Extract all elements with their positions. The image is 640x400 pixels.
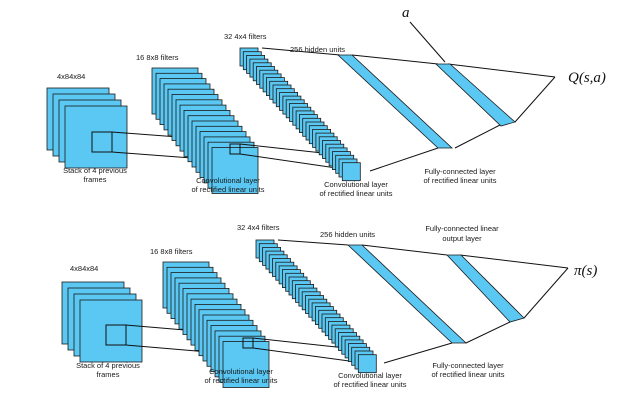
bottom-envelope-line	[466, 322, 510, 343]
bottom-conv2-map	[358, 355, 376, 373]
top-input-size-label: 4x84x84	[57, 72, 85, 81]
bottom-envelope-line	[278, 240, 348, 245]
bottom-output-layer-caption-2: output layer	[442, 234, 482, 243]
top-envelope-line	[352, 55, 438, 64]
bottom-hidden-units-label: 256 hidden units	[320, 230, 375, 239]
bottom-conv2-stack	[256, 240, 376, 373]
top-conv2-caption-1: Convolutional layer	[324, 180, 388, 189]
bottom-conv1-caption-2: of rectified linear units	[205, 376, 278, 385]
bottom-network: 4x84x84 16 8x8 filters 32 4x4 filters 25…	[62, 223, 597, 389]
bottom-output-layer-caption-1: Fully-connected linear	[425, 224, 499, 233]
top-conv2-caption-2: of rectified linear units	[320, 189, 393, 198]
top-action-label: a	[402, 5, 410, 21]
bottom-envelope-line	[362, 245, 447, 255]
bottom-hidden-layer-bar	[348, 245, 466, 343]
bottom-input-caption-2: frames	[97, 370, 120, 379]
top-network: 4x84x84 16 8x8 filters 32 4x4 filters 25…	[47, 5, 606, 198]
top-envelope-line	[455, 125, 500, 148]
bottom-output-label: π(s)	[574, 263, 597, 279]
top-fc-caption-1: Fully-connected layer	[424, 167, 496, 176]
bottom-conv2-caption-2: of rectified linear units	[334, 380, 407, 389]
top-output-label: Q(s,a)	[568, 70, 606, 86]
bottom-input-frame-map	[80, 300, 142, 362]
top-conv1-caption-1: Convolutional layer	[196, 176, 260, 185]
top-input-frame-map	[65, 106, 127, 168]
top-hidden-units-label: 256 hidden units	[290, 45, 345, 54]
bottom-conv1-filters-label: 16 8x8 filters	[150, 247, 193, 256]
top-input-caption-1: Stack of 4 previous	[63, 166, 127, 175]
top-envelope-line	[448, 64, 555, 77]
bottom-envelope-line	[524, 268, 568, 318]
top-action-pointer	[410, 22, 445, 62]
top-hidden-layer-bar	[338, 55, 452, 148]
top-fc-caption-2: of rectified linear units	[424, 176, 497, 185]
top-envelope-line	[515, 77, 555, 122]
bottom-envelope-line	[460, 255, 568, 268]
bottom-conv2-caption-1: Convolutional layer	[338, 371, 402, 380]
bottom-conv1-caption-1: Convolutional layer	[209, 367, 273, 376]
bottom-input-caption-1: Stack of 4 previous	[76, 361, 140, 370]
bottom-envelope-line	[384, 343, 452, 363]
top-input-caption-2: frames	[84, 175, 107, 184]
bottom-conv2-filters-label: 32 4x4 filters	[237, 223, 280, 232]
bottom-output-layer-bar	[447, 255, 524, 322]
bottom-fc-caption-1: Fully-connected layer	[432, 361, 504, 370]
bottom-fc-caption-2: of rectified linear units	[432, 370, 505, 379]
top-conv2-map	[342, 163, 360, 181]
top-output-layer-bar	[436, 64, 515, 126]
top-conv1-caption-2: of rectified linear units	[192, 185, 265, 194]
bottom-input-size-label: 4x84x84	[70, 264, 98, 273]
top-conv2-filters-label: 32 4x4 filters	[224, 32, 267, 41]
top-conv1-filters-label: 16 8x8 filters	[136, 53, 179, 62]
